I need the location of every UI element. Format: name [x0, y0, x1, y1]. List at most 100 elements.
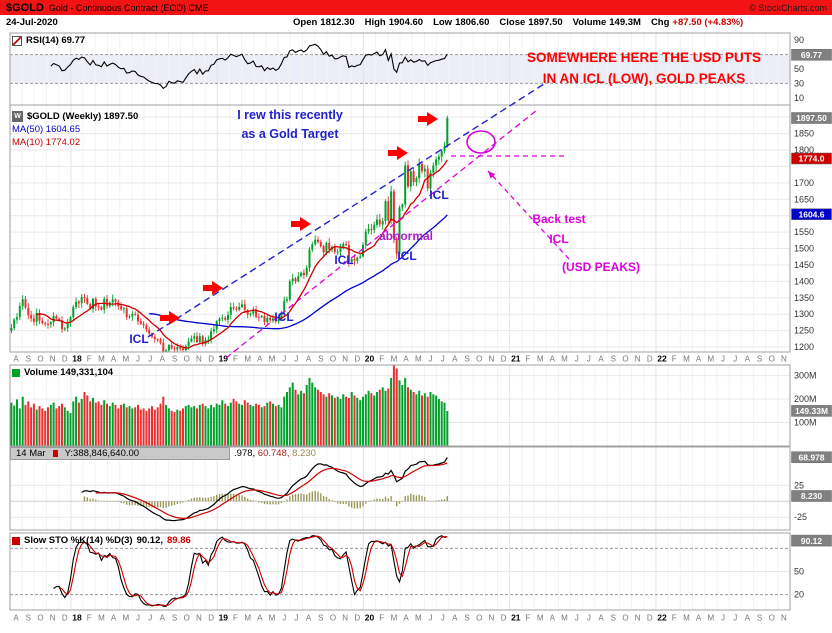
open-label: Open	[293, 17, 318, 28]
high-label: High	[364, 17, 386, 28]
chg-label: Chg	[650, 17, 670, 28]
sto-k-value: 90.12,	[136, 535, 163, 546]
svg-text:A: A	[403, 614, 409, 623]
svg-text:D: D	[501, 614, 507, 623]
svg-text:J: J	[575, 614, 579, 623]
svg-text:O: O	[769, 355, 775, 364]
svg-text:N: N	[50, 355, 56, 364]
svg-text:19: 19	[219, 354, 229, 364]
stockcharts-credit[interactable]: © StockCharts.com	[749, 2, 827, 13]
svg-text:A: A	[13, 355, 19, 364]
tooltip-date: 14 Mar	[16, 448, 46, 459]
svg-text:J: J	[721, 614, 725, 623]
price-legend: W $GOLD (Weekly) 1897.50	[12, 111, 138, 122]
svg-text:50: 50	[794, 64, 804, 74]
svg-text:O: O	[37, 614, 43, 623]
svg-text:M: M	[244, 614, 251, 623]
svg-text:O: O	[37, 355, 43, 364]
svg-text:1350: 1350	[794, 293, 814, 303]
tooltip-candle-icon	[52, 450, 58, 457]
axis-labels: 1850180017001650155015001450140013501300…	[13, 35, 832, 623]
svg-text:1604.6: 1604.6	[799, 209, 825, 219]
svg-text:O: O	[476, 355, 482, 364]
red-arrow-icon	[388, 146, 408, 160]
svg-text:ICL: ICL	[129, 332, 148, 346]
svg-text:O: O	[330, 614, 336, 623]
svg-text:N: N	[781, 355, 787, 364]
svg-text:F: F	[87, 614, 92, 623]
chart-header-banner: $GOLD Gold - Continuous Contract (EOD) C…	[0, 0, 832, 15]
svg-text:J: J	[282, 355, 286, 364]
sto-legend-prefix: Slow STO %K(14) %D(3)	[24, 535, 133, 546]
svg-text:90.12: 90.12	[801, 536, 823, 546]
svg-text:S: S	[611, 614, 616, 623]
svg-text:F: F	[379, 355, 384, 364]
svg-text:69.77: 69.77	[801, 50, 823, 60]
svg-text:A: A	[550, 355, 556, 364]
svg-text:A: A	[696, 355, 702, 364]
svg-text:A: A	[111, 614, 117, 623]
svg-text:8.230: 8.230	[801, 491, 823, 501]
svg-text:J: J	[136, 355, 140, 364]
svg-text:20: 20	[365, 354, 375, 364]
svg-text:M: M	[122, 614, 129, 623]
svg-text:O: O	[622, 614, 628, 623]
volume-value: 149.3M	[609, 17, 641, 28]
sto-indicator-icon	[12, 536, 20, 545]
red-arrow-icon	[418, 112, 438, 126]
rsi-indicator-icon	[12, 35, 22, 46]
svg-text:J: J	[587, 355, 591, 364]
svg-text:S: S	[26, 614, 31, 623]
svg-text:O: O	[330, 355, 336, 364]
svg-text:O: O	[769, 614, 775, 623]
chg-value: +87.50 (+4.83%)	[672, 17, 744, 28]
low-label: Low	[433, 17, 453, 28]
ma50-legend-text: MA(50) 1604.65	[12, 124, 81, 135]
svg-text:D: D	[62, 614, 68, 623]
svg-text:A: A	[160, 355, 166, 364]
svg-text:10: 10	[794, 93, 804, 103]
svg-text:D: D	[208, 614, 214, 623]
svg-text:22: 22	[657, 354, 667, 364]
svg-text:1450: 1450	[794, 260, 814, 270]
svg-text:S: S	[172, 355, 177, 364]
svg-text:D: D	[354, 614, 360, 623]
svg-text:S: S	[318, 355, 323, 364]
symbol-label: $GOLD	[6, 1, 44, 14]
svg-text:M: M	[537, 614, 544, 623]
svg-text:M: M	[707, 355, 714, 364]
svg-text:I rew this recently: I rew this recently	[237, 108, 343, 122]
svg-text:21: 21	[511, 613, 521, 623]
svg-text:18: 18	[72, 613, 82, 623]
svg-text:A: A	[13, 614, 19, 623]
tooltip-value: Y:388,846,640.00	[64, 448, 140, 459]
low-value: 1806.60	[455, 17, 490, 28]
svg-text:N: N	[489, 614, 495, 623]
svg-text:J: J	[294, 355, 298, 364]
svg-text:F: F	[233, 614, 238, 623]
svg-text:ICL: ICL	[549, 232, 568, 246]
svg-text:J: J	[721, 355, 725, 364]
svg-text:149.33M: 149.33M	[795, 406, 828, 416]
svg-text:ICL: ICL	[274, 310, 293, 324]
svg-text:A: A	[745, 614, 751, 623]
high-value: 1904.60	[388, 17, 424, 28]
svg-text:as a Gold Target: as a Gold Target	[241, 127, 339, 141]
close-value: 1897.50	[528, 17, 563, 28]
circle-annotation	[466, 130, 496, 154]
macd-value-1: .978,	[234, 448, 256, 459]
svg-text:M: M	[98, 355, 105, 364]
svg-text:S: S	[757, 355, 762, 364]
svg-text:100M: 100M	[794, 418, 817, 428]
svg-text:M: M	[269, 614, 276, 623]
svg-text:J: J	[148, 355, 152, 364]
svg-text:M: M	[683, 614, 690, 623]
svg-text:S: S	[611, 355, 616, 364]
svg-text:J: J	[294, 614, 298, 623]
svg-text:F: F	[233, 355, 238, 364]
svg-text:1800: 1800	[794, 145, 814, 155]
svg-text:M: M	[683, 355, 690, 364]
svg-text:1500: 1500	[794, 244, 814, 254]
svg-text:F: F	[526, 355, 531, 364]
